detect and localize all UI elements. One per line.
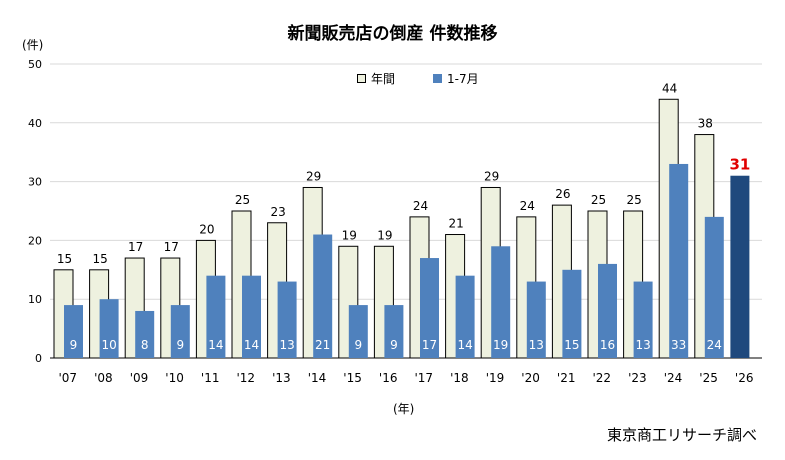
data-label-annual: 25 (591, 193, 606, 207)
data-label-annual: 24 (520, 199, 535, 213)
y-tick-label: 50 (28, 58, 42, 71)
x-tick-label: '10 (165, 371, 184, 385)
x-tick-label: '15 (343, 371, 362, 385)
data-label-annual: 29 (484, 169, 499, 183)
data-label-partial: 9 (70, 338, 78, 352)
source-note: 東京商工リサーチ調べ (606, 426, 757, 444)
bar-partial (277, 281, 297, 358)
x-tick-label: '17 (415, 371, 434, 385)
x-tick-label: '16 (379, 371, 398, 385)
data-label-annual: 15 (92, 252, 107, 266)
data-label-annual: 29 (306, 169, 321, 183)
data-label-partial: 14 (208, 338, 223, 352)
data-label-annual: 21 (448, 217, 463, 231)
bar-partial (99, 299, 119, 358)
data-label-annual: 25 (626, 193, 641, 207)
bar-partial (598, 263, 617, 358)
y-tick-label: 10 (28, 293, 42, 306)
x-axis-unit: (年) (393, 402, 415, 416)
bar-partial (384, 305, 404, 358)
y-tick-label: 20 (28, 234, 42, 247)
data-label-partial: 24 (707, 338, 722, 352)
data-label-annual: 20 (199, 222, 214, 236)
bar-partial (348, 305, 368, 358)
data-label-partial: 14 (457, 338, 472, 352)
bar-partial (455, 275, 475, 358)
y-tick-label: 30 (28, 176, 42, 189)
bar-partial (669, 163, 689, 358)
data-label-partial: 9 (354, 338, 362, 352)
y-axis-unit: (件) (22, 38, 44, 52)
x-tick-label: '13 (272, 371, 291, 385)
x-tick-label: '12 (237, 371, 256, 385)
bar-partial (526, 281, 546, 358)
data-label-partial: 14 (244, 338, 259, 352)
legend-swatch-partial (433, 74, 443, 83)
data-label-partial: 13 (279, 338, 294, 352)
data-label-partial: 33 (671, 338, 686, 352)
data-label-annual: 19 (342, 228, 357, 242)
data-label-annual: 26 (555, 187, 570, 201)
data-label-partial: 9 (390, 338, 398, 352)
bar-partial (242, 275, 261, 358)
data-label-partial: 15 (564, 338, 579, 352)
data-label-annual: 19 (377, 228, 392, 242)
data-label-partial: 17 (422, 338, 437, 352)
data-label-highlight: 31 (729, 156, 750, 174)
data-label-partial: 13 (635, 338, 650, 352)
data-label-annual: 23 (270, 205, 285, 219)
bar-partial (491, 246, 511, 358)
bar-partial-highlight (730, 175, 750, 358)
x-tick-label: '23 (628, 371, 647, 385)
data-label-partial: 19 (493, 338, 508, 352)
data-label-partial: 13 (529, 338, 544, 352)
y-tick-label: 0 (35, 352, 42, 365)
x-tick-label: '21 (557, 371, 576, 385)
bar-partial (206, 275, 226, 358)
bar-partial (633, 281, 653, 358)
data-label-annual: 24 (413, 199, 428, 213)
legend-label-annual: 年間 (371, 72, 396, 86)
legend-item-partial: 1-7月 (433, 70, 479, 87)
x-tick-label: '11 (201, 371, 220, 385)
data-label-partial: 10 (101, 338, 116, 352)
x-tick-label: '14 (308, 371, 327, 385)
bar-partial (562, 269, 582, 358)
x-tick-label: '22 (593, 371, 612, 385)
chart-title: 新聞販売店の倒産 件数推移 (287, 24, 498, 44)
x-tick-label: '26 (735, 371, 754, 385)
data-label-partial: 16 (600, 338, 615, 352)
bar-partial (170, 305, 190, 358)
x-tick-label: '20 (521, 371, 540, 385)
x-tick-label: '25 (699, 371, 718, 385)
x-tick-label: '18 (450, 371, 469, 385)
legend-swatch-annual (357, 74, 366, 83)
x-tick-label: '08 (94, 371, 113, 385)
data-label-annual: 38 (698, 117, 713, 131)
y-tick-label: 40 (28, 117, 42, 130)
data-label-annual: 17 (128, 240, 143, 254)
legend-item-annual: 年間 (357, 70, 395, 87)
x-tick-label: '19 (486, 371, 505, 385)
data-label-partial: 8 (141, 338, 149, 352)
bar-partial (64, 305, 83, 358)
data-label-partial: 21 (315, 338, 330, 352)
data-label-annual: 15 (57, 252, 72, 266)
data-label-partial: 9 (176, 338, 184, 352)
bar-partial (135, 310, 155, 358)
bar-partial (313, 234, 333, 358)
data-label-annual: 17 (164, 240, 179, 254)
x-tick-label: '07 (59, 371, 78, 385)
legend: 年間 1-7月 (357, 70, 517, 87)
bar-partial (420, 258, 439, 358)
legend-label-partial: 1-7月 (447, 72, 479, 86)
x-tick-label: '24 (664, 371, 683, 385)
data-label-annual: 44 (662, 81, 677, 95)
bar-partial (704, 216, 724, 358)
x-tick-label: '09 (130, 371, 149, 385)
data-label-annual: 25 (235, 193, 250, 207)
